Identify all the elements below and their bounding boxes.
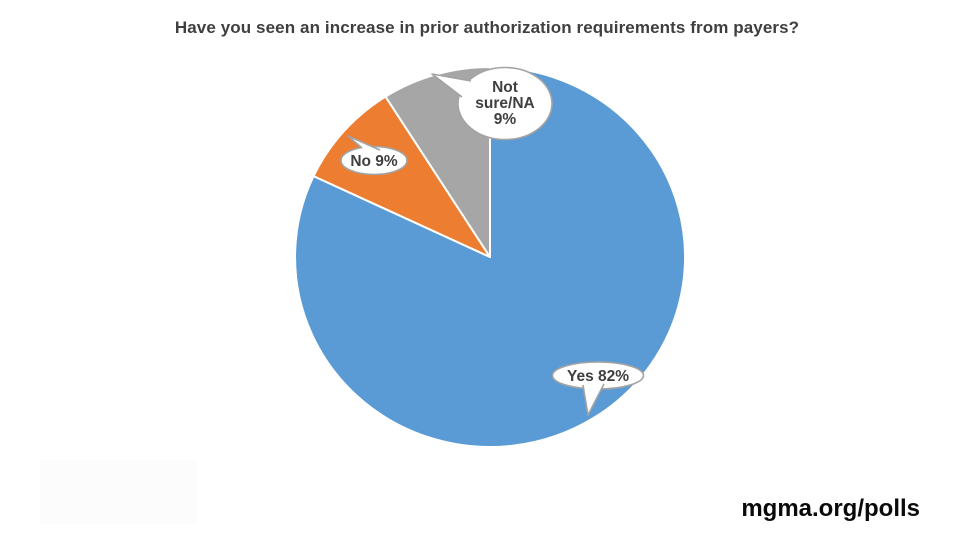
callout-tail-not-sure-na — [431, 73, 472, 98]
callout-bubble-not-sure-na — [457, 66, 553, 141]
callout-bubble-no — [340, 145, 408, 176]
callout-tail-no — [347, 135, 381, 151]
callout-label-no-line-0: No 9% — [350, 153, 398, 170]
chart-title: Have you seen an increase in prior autho… — [174, 18, 800, 37]
callout-yes: Yes 82% — [551, 361, 645, 416]
callout-label-yes-line-0: Yes 82% — [567, 368, 629, 385]
callout-label-not-sure-na-line-0: Not — [492, 79, 518, 96]
callout-tail-yes — [582, 383, 605, 416]
callout-label-not-sure-na-line-2: 9% — [494, 111, 517, 128]
callout-no: No 9% — [340, 135, 408, 176]
logo-placeholder — [40, 460, 197, 524]
callout-label-not-sure-na-line-1: sure/NA — [475, 95, 534, 112]
footer-url-text: mgma.org/polls — [741, 495, 920, 522]
pie-slice-no — [312, 95, 491, 258]
